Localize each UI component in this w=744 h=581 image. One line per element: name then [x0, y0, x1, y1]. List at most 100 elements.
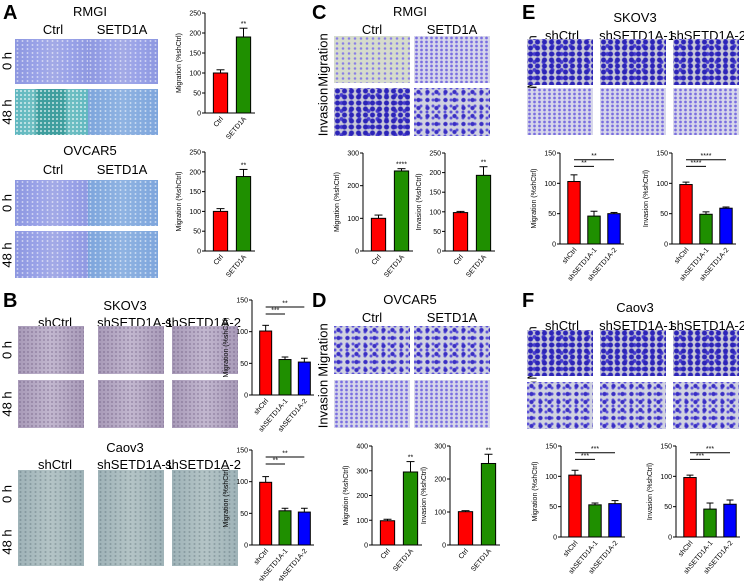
y-tick-label: 100 [434, 510, 446, 517]
x-tick-label: SETD1A [225, 254, 248, 280]
column-label: Ctrl [42, 162, 64, 177]
microscopy-image [18, 326, 84, 374]
cell-line-title: Caov3 [106, 440, 144, 455]
y-tick-label: 300 [434, 444, 446, 451]
bar [723, 503, 737, 538]
y-tick-label: 0 [364, 543, 368, 550]
microscopy-image [98, 326, 164, 374]
x-tick-label: SETD1A [465, 254, 488, 280]
bar [235, 36, 252, 114]
bar [370, 217, 387, 252]
y-tick-label: 0 [244, 543, 248, 550]
microscopy-image [600, 39, 666, 85]
microscopy-image [88, 89, 158, 135]
y-axis-label: Migration (%shCtrl) [223, 318, 230, 378]
microscopy-image [98, 518, 164, 566]
x-tick-label: shCtrl [253, 547, 270, 566]
bar [212, 72, 229, 114]
microscopy-image [414, 88, 490, 136]
y-tick-label: 200 [356, 493, 368, 500]
y-tick-label: 250 [429, 151, 441, 158]
y-tick-label: 0 [437, 249, 441, 256]
y-tick-label: 150 [236, 298, 248, 305]
bar [212, 210, 229, 252]
y-tick-label: 100 [189, 71, 201, 78]
y-axis-label: Migration (%shCtrl) [176, 33, 183, 93]
y-tick-label: 0 [552, 242, 556, 249]
y-tick-label: 150 [429, 190, 441, 197]
bar [259, 481, 273, 546]
microscopy-image [600, 88, 666, 135]
panel-label-a: A [3, 2, 18, 24]
bar [457, 511, 474, 546]
cell-line-title: Caov3 [616, 300, 654, 315]
bar [452, 212, 469, 252]
y-axis-label: Invasion (%shCtrl) [643, 170, 650, 227]
significance-label: **** [691, 160, 702, 167]
y-axis-label: Invasion (%shCtrl) [647, 463, 654, 520]
microscopy-image [172, 326, 238, 374]
significance-label: ** [591, 153, 597, 160]
column-label: Ctrl [42, 22, 64, 37]
bar [568, 474, 582, 538]
x-tick-label: shCtrl [562, 539, 579, 558]
column-label: shCtrl [38, 457, 72, 472]
y-tick-label: 0 [244, 393, 248, 400]
significance-label: ** [273, 458, 279, 465]
x-tick-label: Ctrl [380, 547, 393, 560]
column-label: SETD1A [96, 162, 148, 177]
cell-line-title: SKOV3 [613, 10, 657, 25]
y-tick-label: 0 [442, 543, 446, 550]
column-label: shSETD1A-1 [599, 318, 675, 333]
microscopy-image [600, 382, 666, 429]
significance-label: **** [701, 153, 712, 160]
bar [278, 359, 292, 396]
microscopy-image [334, 88, 410, 136]
bar [402, 471, 419, 546]
y-tick-label: 300 [347, 151, 359, 158]
y-tick-label: 50 [193, 91, 201, 98]
y-tick-label: 150 [660, 444, 672, 451]
y-tick-label: 400 [356, 444, 368, 451]
column-label: shSETD1A-2 [165, 457, 241, 472]
bar [235, 176, 252, 252]
microscopy-image [88, 39, 158, 84]
y-tick-label: 150 [236, 448, 248, 455]
bar [278, 510, 292, 546]
microscopy-image [172, 380, 238, 428]
x-tick-label: SETD1A [392, 548, 415, 574]
y-tick-label: 200 [347, 183, 359, 190]
significance-label: ** [282, 451, 288, 458]
x-tick-label: shCtrl [677, 539, 694, 558]
y-tick-label: 50 [660, 211, 668, 218]
significance-label: ** [282, 301, 288, 308]
y-axis-label: Migration (%shCtrl) [343, 466, 350, 526]
column-label: SETD1A [426, 310, 478, 325]
microscopy-image [527, 330, 593, 376]
microscopy-image [414, 36, 490, 83]
x-tick-label: Ctrl [371, 253, 384, 266]
y-tick-label: 200 [189, 31, 201, 38]
y-tick-label: 100 [236, 479, 248, 486]
y-tick-label: 50 [548, 211, 556, 218]
y-tick-label: 300 [356, 468, 368, 475]
y-tick-label: 100 [544, 181, 556, 188]
x-tick-label: Ctrl [453, 253, 466, 266]
cell-line-title: OVCAR5 [383, 292, 437, 307]
microscopy-image [172, 518, 238, 566]
microscopy-image [15, 231, 91, 278]
microscopy-image [334, 380, 410, 428]
y-axis-label: Invasion (%shCtrl) [421, 467, 428, 524]
y-tick-label: 100 [356, 518, 368, 525]
y-tick-label: 50 [240, 511, 248, 518]
y-tick-label: 250 [189, 150, 201, 157]
column-label: Ctrl [361, 22, 383, 37]
bar [393, 170, 410, 252]
y-tick-label: 150 [189, 189, 201, 196]
significance-label: *** [581, 453, 589, 460]
cell-line-title: SKOV3 [103, 298, 147, 313]
microscopy-image [15, 89, 91, 135]
significance-label: ** [408, 455, 414, 462]
x-tick-label: Ctrl [213, 253, 226, 266]
